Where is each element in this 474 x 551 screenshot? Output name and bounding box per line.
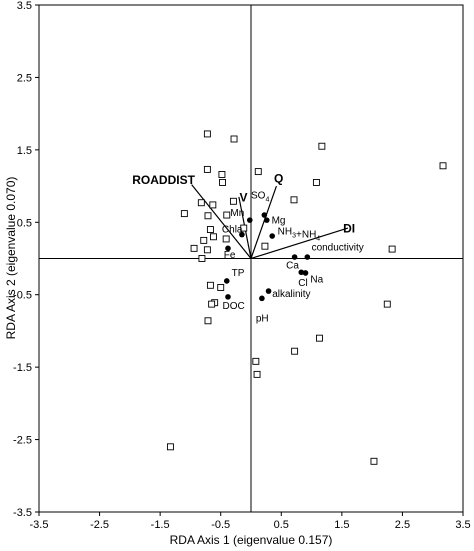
vector-arrow-roaddist — [191, 184, 252, 259]
y-tick-label: -3.5 — [13, 507, 32, 519]
y-tick-label: 0.5 — [17, 217, 32, 229]
site-marker — [203, 246, 211, 254]
species-point-mg — [263, 217, 270, 223]
species-label-ph: pH — [256, 314, 269, 325]
site-marker — [290, 196, 298, 204]
site-marker — [209, 201, 217, 209]
species-point-na — [302, 270, 309, 276]
site-marker — [223, 211, 231, 219]
vector-label-roaddist: ROADDIST — [132, 173, 195, 187]
y-tick-label: -1.5 — [13, 362, 32, 374]
site-marker — [230, 135, 238, 143]
species-point-ca — [291, 254, 298, 260]
x-axis-ticks: -3.5 -2.5 -1.5 -0.5 0.5 1.5 2.5 3.5 — [30, 512, 471, 531]
y-axis-title: RDA Axis 2 (eigenvalue 0.070) — [4, 177, 18, 340]
site-marker — [291, 347, 299, 355]
site-markers — [166, 130, 447, 465]
species-point-alkalinity — [265, 288, 272, 294]
site-marker — [206, 281, 214, 289]
site-marker — [229, 197, 237, 205]
species-points: Mn SO4 Mg Chla NH3+NH4 Fe conductivity Ca Cl Na TP… — [222, 190, 364, 324]
species-point-tp — [223, 278, 230, 284]
species-label-tp: TP — [232, 268, 245, 279]
x-tick-label: 3.5 — [455, 519, 470, 531]
site-marker — [208, 300, 216, 308]
species-label-na: Na — [310, 274, 323, 285]
y-tick-label: -2.5 — [13, 435, 32, 447]
site-marker — [204, 212, 212, 220]
species-label-conductivity: conductivity — [312, 243, 364, 254]
site-marker — [312, 178, 320, 186]
species-point-doc — [225, 294, 231, 300]
site-marker — [439, 162, 447, 170]
species-label-so4: SO4 — [251, 190, 269, 203]
species-label-alkalinity: alkalinity — [272, 289, 310, 300]
site-marker — [254, 168, 262, 176]
x-tick-label: -1.5 — [151, 519, 170, 531]
vector-arrow-q — [250, 185, 278, 259]
x-axis-title: RDA Axis 1 (eigenvalue 0.157) — [170, 533, 333, 547]
x-tick-label: 2.5 — [395, 519, 410, 531]
y-tick-label: 3.5 — [17, 0, 32, 12]
species-label-ca: Ca — [286, 261, 299, 272]
site-marker — [206, 226, 214, 233]
species-point-cl — [298, 269, 305, 276]
site-marker — [203, 165, 211, 173]
site-marker — [190, 244, 198, 252]
y-tick-label: 2.5 — [17, 72, 32, 84]
x-tick-label: 1.5 — [334, 519, 349, 531]
site-marker — [209, 233, 217, 241]
site-marker — [261, 242, 269, 250]
vector-arrow-di — [250, 227, 349, 260]
species-label-nh3-nh4: NH3+NH4 — [278, 227, 321, 243]
site-marker — [318, 142, 326, 150]
site-marker — [204, 317, 212, 325]
y-tick-label: 1.5 — [17, 145, 32, 157]
site-marker — [203, 130, 211, 138]
species-point-nh3-nh4 — [269, 233, 276, 239]
site-marker — [315, 334, 323, 342]
site-marker — [388, 245, 396, 253]
x-tick-label: 0.5 — [274, 519, 289, 531]
species-point-mn — [246, 217, 253, 223]
species-label-mn: Mn — [230, 208, 244, 219]
species-label-chla: Chla — [222, 224, 243, 235]
species-point-conductivity — [304, 254, 311, 260]
site-marker — [218, 171, 226, 178]
species-point-ph — [259, 295, 265, 302]
site-marker — [219, 178, 226, 186]
site-marker — [180, 210, 188, 218]
site-marker — [252, 357, 260, 365]
x-tick-label: -0.5 — [211, 519, 230, 531]
species-label-cl: Cl — [298, 278, 307, 289]
vector-label-v: V — [239, 190, 247, 204]
y-tick-label: -0.5 — [13, 290, 32, 302]
environmental-vectors: ROADDIST V Q DI — [132, 171, 355, 260]
site-marker — [166, 443, 174, 451]
species-point-chla — [239, 231, 245, 238]
site-marker — [217, 284, 225, 291]
site-marker — [383, 300, 391, 308]
x-tick-label: -2.5 — [90, 519, 109, 531]
site-marker — [370, 457, 378, 465]
site-marker — [197, 199, 205, 207]
site-marker — [200, 236, 208, 244]
site-marker — [198, 255, 206, 262]
species-point-fe — [225, 245, 231, 252]
species-point-so4 — [261, 212, 268, 218]
vector-label-di: DI — [343, 221, 355, 235]
x-tick-label: -3.5 — [30, 519, 49, 531]
site-marker — [240, 224, 248, 232]
site-marker — [253, 370, 261, 378]
site-marker — [222, 235, 230, 243]
species-label-doc: DOC — [223, 301, 245, 312]
species-label-mg: Mg — [272, 216, 286, 227]
vector-label-q: Q — [274, 171, 283, 185]
species-label-fe: Fe — [224, 250, 236, 261]
y-axis-ticks: 3.5 2.5 1.5 0.5 -0.5 -1.5 -2.5 -3.5 — [13, 0, 39, 519]
